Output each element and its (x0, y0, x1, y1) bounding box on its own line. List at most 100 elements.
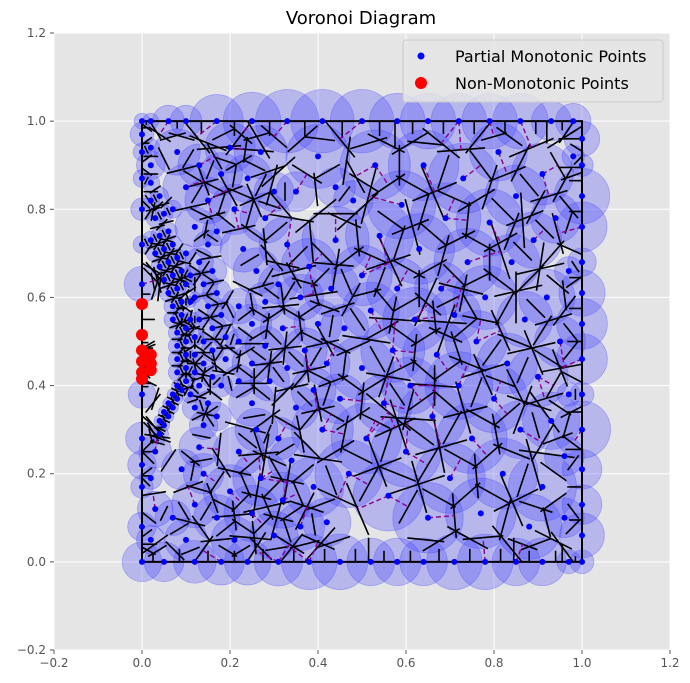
voronoi-edge (251, 384, 271, 401)
voronoi-edge (567, 454, 580, 471)
voronoi-edge (152, 194, 158, 203)
partial-monotonic-point (213, 290, 220, 297)
voronoi-edge (165, 207, 171, 216)
voronoi-edge (175, 242, 184, 255)
dashed-link (431, 385, 436, 417)
voronoi-edge (179, 379, 185, 388)
partial-monotonic-point (235, 448, 242, 455)
partial-monotonic-point (169, 241, 176, 248)
voronoi-edge (561, 280, 568, 311)
partial-monotonic-point (235, 338, 242, 345)
voronoi-edge (212, 376, 222, 386)
partial-monotonic-point (284, 364, 291, 371)
voronoi-edge (349, 136, 388, 150)
partial-monotonic-point (139, 131, 145, 138)
dashed-link (383, 376, 390, 404)
voronoi-edge (411, 460, 428, 514)
dashed-link (337, 473, 350, 499)
dashed-link (520, 429, 543, 444)
voronoi-edge (174, 299, 180, 309)
partial-monotonic-point (169, 272, 176, 279)
y-tick-label: 0.0 (27, 555, 46, 569)
voronoi-edge (217, 172, 238, 207)
voronoi-edge (410, 358, 438, 382)
voronoi-edge (215, 520, 236, 537)
voronoi-edge (293, 431, 321, 459)
partial-monotonic-point (561, 453, 568, 460)
partial-monotonic-point (257, 148, 264, 155)
voronoi-edge (186, 398, 199, 404)
voronoi-edge (215, 212, 236, 229)
voronoi-edge (491, 197, 515, 221)
voronoi-edge (142, 452, 155, 465)
partial-monotonic-point (139, 241, 145, 248)
voronoi-edge (247, 281, 274, 291)
dashed-link (299, 506, 308, 527)
voronoi-edge (158, 219, 174, 226)
voronoi-edge (160, 196, 173, 209)
voronoi-edge (156, 270, 168, 276)
partial-monotonic-point (306, 263, 313, 270)
voronoi-edge (437, 234, 450, 277)
dashed-link (392, 319, 396, 351)
voronoi-edge (473, 353, 493, 396)
partial-monotonic-point (394, 118, 401, 125)
dashed-link (368, 195, 402, 206)
voronoi-edge (246, 183, 263, 218)
voronoi-edge (159, 132, 186, 142)
voronoi-edge (242, 136, 249, 163)
dashed-link (383, 402, 409, 411)
voronoi-edge (168, 132, 195, 142)
partial-monotonic-point (161, 245, 167, 252)
voronoi-edge (525, 190, 546, 225)
partial-monotonic-point (139, 391, 145, 398)
dashed-link (519, 120, 533, 148)
voronoi-edge (558, 195, 579, 219)
partial-monotonic-point (183, 364, 189, 371)
dashed-link (559, 341, 566, 369)
partial-monotonic-point (187, 272, 194, 279)
partial-monotonic-point (165, 259, 172, 266)
voronoi-edge (450, 482, 481, 510)
partial-monotonic-point (359, 364, 365, 371)
partial-monotonic-point (447, 475, 453, 482)
voronoi-edge (421, 487, 457, 508)
voronoi-edge (263, 286, 280, 300)
voronoi-edge (338, 185, 351, 202)
voronoi-edge (365, 254, 411, 271)
partial-monotonic-point (183, 378, 189, 385)
voronoi-edge (161, 260, 167, 269)
partial-monotonic-point (200, 470, 207, 477)
voronoi-edge (283, 329, 304, 350)
partial-monotonic-point (579, 356, 585, 363)
voronoi-edge (258, 200, 281, 210)
partial-monotonic-point (174, 369, 181, 376)
partial-monotonic-point (548, 417, 555, 424)
voronoi-edge (295, 415, 305, 453)
partial-monotonic-point (310, 483, 317, 490)
voronoi-edge (202, 273, 214, 282)
voronoi-edge (280, 505, 304, 522)
dashed-link (326, 345, 337, 364)
legend-marker-non-monotonic (415, 77, 427, 89)
partial-monotonic-point (147, 237, 154, 244)
voronoi-edge (193, 229, 210, 242)
voronoi-edge (186, 484, 213, 494)
voronoi-edge (252, 428, 265, 462)
partial-monotonic-point (183, 536, 189, 543)
voronoi-edge (474, 483, 509, 504)
partial-monotonic-point (315, 153, 321, 160)
partial-monotonic-point (310, 386, 317, 393)
partial-monotonic-point (156, 417, 163, 424)
partial-monotonic-point (147, 475, 154, 482)
voronoi-edge (535, 242, 545, 291)
y-tick-label: 1.2 (27, 26, 46, 40)
dashed-link (453, 288, 462, 316)
voronoi-edge (550, 531, 574, 563)
voronoi-edge (301, 533, 335, 551)
dashed-link (322, 428, 345, 435)
partial-monotonic-point (561, 514, 568, 521)
voronoi-edge (225, 154, 253, 172)
partial-monotonic-point (579, 259, 585, 266)
voronoi-edge (195, 389, 212, 399)
